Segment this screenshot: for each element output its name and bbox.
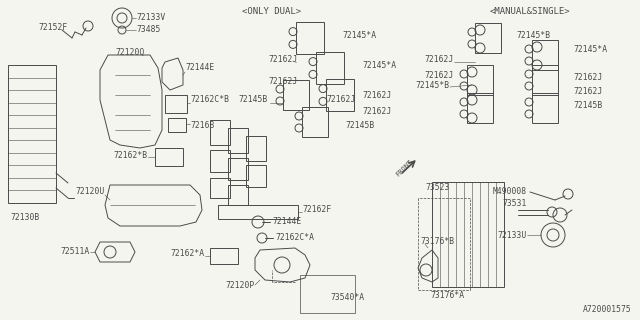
Bar bbox=[283, 80, 309, 110]
Text: 72145*B: 72145*B bbox=[416, 81, 450, 90]
Bar bbox=[210, 120, 230, 145]
Text: 72120P: 72120P bbox=[226, 281, 255, 290]
Text: 72162C*A: 72162C*A bbox=[275, 234, 314, 243]
Text: 72145B: 72145B bbox=[239, 95, 268, 105]
Text: 72120U: 72120U bbox=[76, 188, 105, 196]
Text: 72162*A: 72162*A bbox=[171, 250, 205, 259]
Text: 72144E: 72144E bbox=[272, 218, 301, 227]
Bar bbox=[246, 136, 266, 161]
Text: 72144E: 72144E bbox=[185, 63, 214, 73]
Text: 72168: 72168 bbox=[190, 121, 214, 130]
Bar bbox=[228, 185, 248, 205]
Bar bbox=[296, 22, 324, 54]
Text: 72130B: 72130B bbox=[10, 213, 39, 222]
Text: 72152F: 72152F bbox=[38, 23, 67, 33]
Text: 72162J: 72162J bbox=[573, 74, 602, 83]
Text: 72162F: 72162F bbox=[302, 205, 332, 214]
Bar bbox=[218, 205, 298, 219]
Text: 72162J: 72162J bbox=[362, 108, 391, 116]
Text: 72162J: 72162J bbox=[573, 87, 602, 97]
Text: 73176*A: 73176*A bbox=[430, 291, 464, 300]
Text: 72145B: 72145B bbox=[345, 121, 374, 130]
Text: 72511A: 72511A bbox=[61, 247, 90, 257]
Bar bbox=[165, 95, 187, 113]
Text: 73485: 73485 bbox=[136, 26, 161, 35]
Bar bbox=[8, 65, 56, 203]
Bar bbox=[210, 178, 230, 198]
Bar bbox=[467, 65, 493, 95]
Bar bbox=[326, 79, 354, 111]
Text: 72162J: 72162J bbox=[362, 91, 391, 100]
Text: 72162J: 72162J bbox=[425, 55, 454, 65]
Text: 72145*A: 72145*A bbox=[573, 45, 607, 54]
Text: A720001575: A720001575 bbox=[583, 306, 632, 315]
Bar bbox=[467, 93, 493, 123]
Bar bbox=[155, 148, 183, 166]
Text: 72120Q: 72120Q bbox=[115, 47, 144, 57]
Bar bbox=[432, 182, 504, 287]
Text: 72162J: 72162J bbox=[326, 95, 355, 105]
Bar bbox=[532, 40, 558, 70]
Text: 72162J: 72162J bbox=[425, 70, 454, 79]
Bar bbox=[168, 118, 186, 132]
Bar bbox=[210, 248, 238, 264]
Text: 72133U: 72133U bbox=[498, 230, 527, 239]
Bar bbox=[228, 128, 248, 153]
Text: M490008: M490008 bbox=[493, 188, 527, 196]
Text: <MANUAL&SINGLE>: <MANUAL&SINGLE> bbox=[490, 7, 570, 17]
Text: 73523: 73523 bbox=[425, 183, 449, 193]
Bar bbox=[228, 158, 248, 180]
Text: 72162J: 72162J bbox=[268, 55, 297, 65]
Text: FRONT: FRONT bbox=[395, 158, 414, 178]
Bar bbox=[532, 93, 558, 123]
Bar bbox=[532, 65, 558, 95]
Text: 73531: 73531 bbox=[502, 199, 527, 209]
Text: 72145*A: 72145*A bbox=[342, 30, 376, 39]
Text: <ONLY DUAL>: <ONLY DUAL> bbox=[243, 7, 301, 17]
Text: 72145*A: 72145*A bbox=[362, 60, 396, 69]
Text: 72145*B: 72145*B bbox=[516, 30, 550, 39]
Bar bbox=[300, 275, 355, 313]
Text: 72162C*B: 72162C*B bbox=[190, 95, 229, 105]
Bar bbox=[302, 107, 328, 137]
Text: 72162*B: 72162*B bbox=[114, 150, 148, 159]
Text: 72133V: 72133V bbox=[136, 13, 165, 22]
Bar bbox=[316, 52, 344, 84]
Text: 72162J: 72162J bbox=[268, 77, 297, 86]
Text: 72145B: 72145B bbox=[573, 100, 602, 109]
Bar bbox=[210, 150, 230, 172]
Text: 73176*B: 73176*B bbox=[420, 237, 454, 246]
Text: 73540*A: 73540*A bbox=[330, 293, 364, 302]
Bar bbox=[246, 165, 266, 187]
Bar bbox=[475, 23, 501, 53]
